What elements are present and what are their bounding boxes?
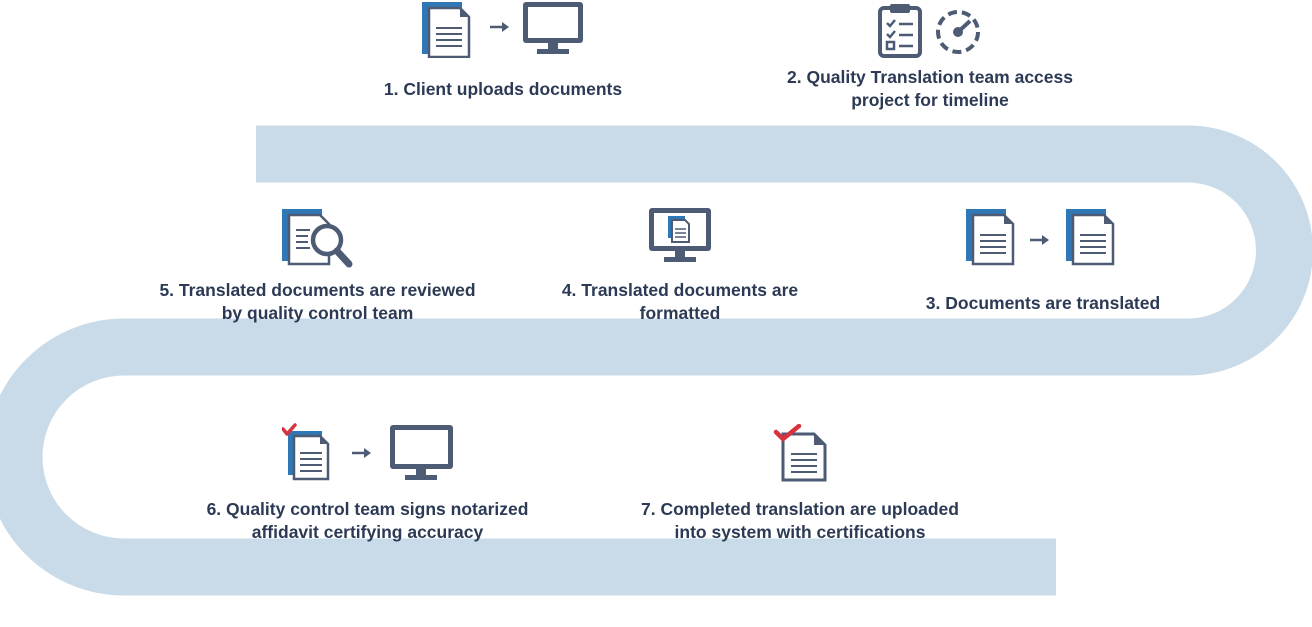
- step-1-label: 1. Client uploads documents: [358, 78, 648, 101]
- step-6-line-1: 6. Quality control team signs notarized: [206, 499, 529, 519]
- upload-to-computer-icon: [422, 2, 583, 58]
- step-3-line-1: 3. Documents are translated: [925, 293, 1161, 313]
- step-6-line-2: affidavit certifying accuracy: [251, 522, 484, 542]
- document-magnifier-icon: [282, 209, 353, 268]
- step-4-label: 4. Translated documents are formatted: [530, 279, 830, 325]
- step-2-label: 2. Quality Translation team access proje…: [760, 66, 1100, 112]
- step-4-line-1: 4. Translated documents are: [561, 280, 799, 300]
- certified-document-icon: [773, 424, 827, 482]
- step-2-line-1: 2. Quality Translation team access: [787, 67, 1073, 87]
- step-3-label: 3. Documents are translated: [893, 292, 1193, 315]
- document-translate-icon: [966, 209, 1115, 266]
- step-7-line-1: 7. Completed translation are uploaded: [641, 499, 959, 519]
- step-7-label: 7. Completed translation are uploaded in…: [610, 498, 990, 544]
- step-4-line-2: formatted: [639, 303, 721, 323]
- step-6-label: 6. Quality control team signs notarized …: [180, 498, 555, 544]
- signed-document-to-computer-icon: [282, 423, 453, 481]
- road-path: [0, 125, 1312, 596]
- step-1-line-1: 1. Client uploads documents: [383, 79, 623, 99]
- step-5-line-2: by quality control team: [221, 303, 414, 323]
- clipboard-timeline-icon: [878, 4, 980, 58]
- step-2-line-2: project for timeline: [851, 90, 1009, 110]
- monitor-document-icon: [649, 208, 711, 262]
- step-7-line-2: into system with certifications: [674, 522, 926, 542]
- step-5-line-1: 5. Translated documents are reviewed: [159, 280, 476, 300]
- step-5-label: 5. Translated documents are reviewed by …: [130, 279, 505, 325]
